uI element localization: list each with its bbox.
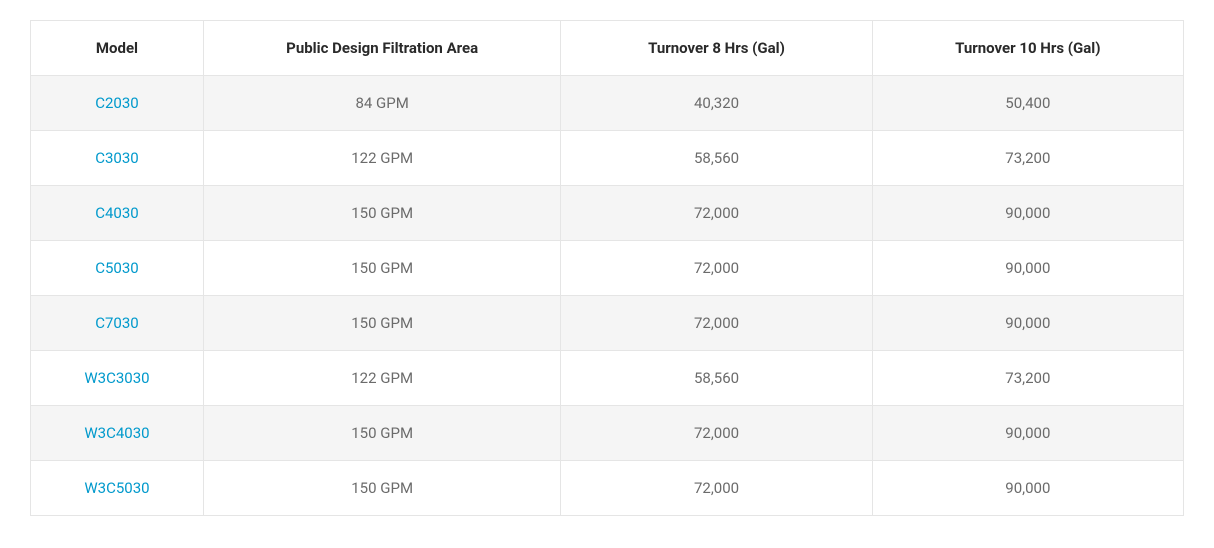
cell-filtration: 150 GPM bbox=[203, 406, 560, 461]
cell-turnover10: 90,000 bbox=[872, 461, 1183, 516]
model-link[interactable]: C7030 bbox=[95, 314, 138, 332]
cell-turnover10: 90,000 bbox=[872, 296, 1183, 351]
cell-filtration: 150 GPM bbox=[203, 186, 560, 241]
header-filtration: Public Design Filtration Area bbox=[203, 21, 560, 76]
cell-turnover10: 90,000 bbox=[872, 406, 1183, 461]
model-link[interactable]: W3C4030 bbox=[84, 424, 149, 442]
cell-turnover10: 73,200 bbox=[872, 131, 1183, 186]
cell-filtration: 150 GPM bbox=[203, 241, 560, 296]
model-link[interactable]: C5030 bbox=[95, 259, 138, 277]
model-link[interactable]: C4030 bbox=[95, 204, 138, 222]
cell-filtration: 122 GPM bbox=[203, 351, 560, 406]
cell-model: W3C3030 bbox=[31, 351, 204, 406]
header-row: Model Public Design Filtration Area Turn… bbox=[31, 21, 1184, 76]
model-link[interactable]: C2030 bbox=[95, 94, 138, 112]
cell-model: C5030 bbox=[31, 241, 204, 296]
cell-filtration: 122 GPM bbox=[203, 131, 560, 186]
cell-model: C2030 bbox=[31, 76, 204, 131]
cell-turnover10: 50,400 bbox=[872, 76, 1183, 131]
cell-turnover8: 58,560 bbox=[561, 351, 872, 406]
table-row: C5030 150 GPM 72,000 90,000 bbox=[31, 241, 1184, 296]
cell-turnover8: 72,000 bbox=[561, 461, 872, 516]
model-link[interactable]: W3C5030 bbox=[84, 479, 149, 497]
cell-turnover10: 90,000 bbox=[872, 241, 1183, 296]
table-row: W3C5030 150 GPM 72,000 90,000 bbox=[31, 461, 1184, 516]
table-body: C2030 84 GPM 40,320 50,400 C3030 122 GPM… bbox=[31, 76, 1184, 516]
cell-model: W3C4030 bbox=[31, 406, 204, 461]
table-row: C2030 84 GPM 40,320 50,400 bbox=[31, 76, 1184, 131]
header-model: Model bbox=[31, 21, 204, 76]
model-link[interactable]: C3030 bbox=[95, 149, 138, 167]
cell-model: C3030 bbox=[31, 131, 204, 186]
cell-turnover8: 40,320 bbox=[561, 76, 872, 131]
table-row: C3030 122 GPM 58,560 73,200 bbox=[31, 131, 1184, 186]
filtration-table: Model Public Design Filtration Area Turn… bbox=[30, 20, 1184, 516]
cell-turnover10: 90,000 bbox=[872, 186, 1183, 241]
cell-model: C7030 bbox=[31, 296, 204, 351]
table-header: Model Public Design Filtration Area Turn… bbox=[31, 21, 1184, 76]
cell-turnover8: 58,560 bbox=[561, 131, 872, 186]
cell-filtration: 150 GPM bbox=[203, 461, 560, 516]
cell-turnover8: 72,000 bbox=[561, 406, 872, 461]
table-row: W3C3030 122 GPM 58,560 73,200 bbox=[31, 351, 1184, 406]
model-link[interactable]: W3C3030 bbox=[84, 369, 149, 387]
cell-filtration: 84 GPM bbox=[203, 76, 560, 131]
table-row: C4030 150 GPM 72,000 90,000 bbox=[31, 186, 1184, 241]
table-row: C7030 150 GPM 72,000 90,000 bbox=[31, 296, 1184, 351]
header-turnover10: Turnover 10 Hrs (Gal) bbox=[872, 21, 1183, 76]
cell-turnover8: 72,000 bbox=[561, 241, 872, 296]
cell-model: C4030 bbox=[31, 186, 204, 241]
table-row: W3C4030 150 GPM 72,000 90,000 bbox=[31, 406, 1184, 461]
cell-turnover8: 72,000 bbox=[561, 186, 872, 241]
cell-turnover10: 73,200 bbox=[872, 351, 1183, 406]
cell-model: W3C5030 bbox=[31, 461, 204, 516]
cell-turnover8: 72,000 bbox=[561, 296, 872, 351]
cell-filtration: 150 GPM bbox=[203, 296, 560, 351]
header-turnover8: Turnover 8 Hrs (Gal) bbox=[561, 21, 872, 76]
